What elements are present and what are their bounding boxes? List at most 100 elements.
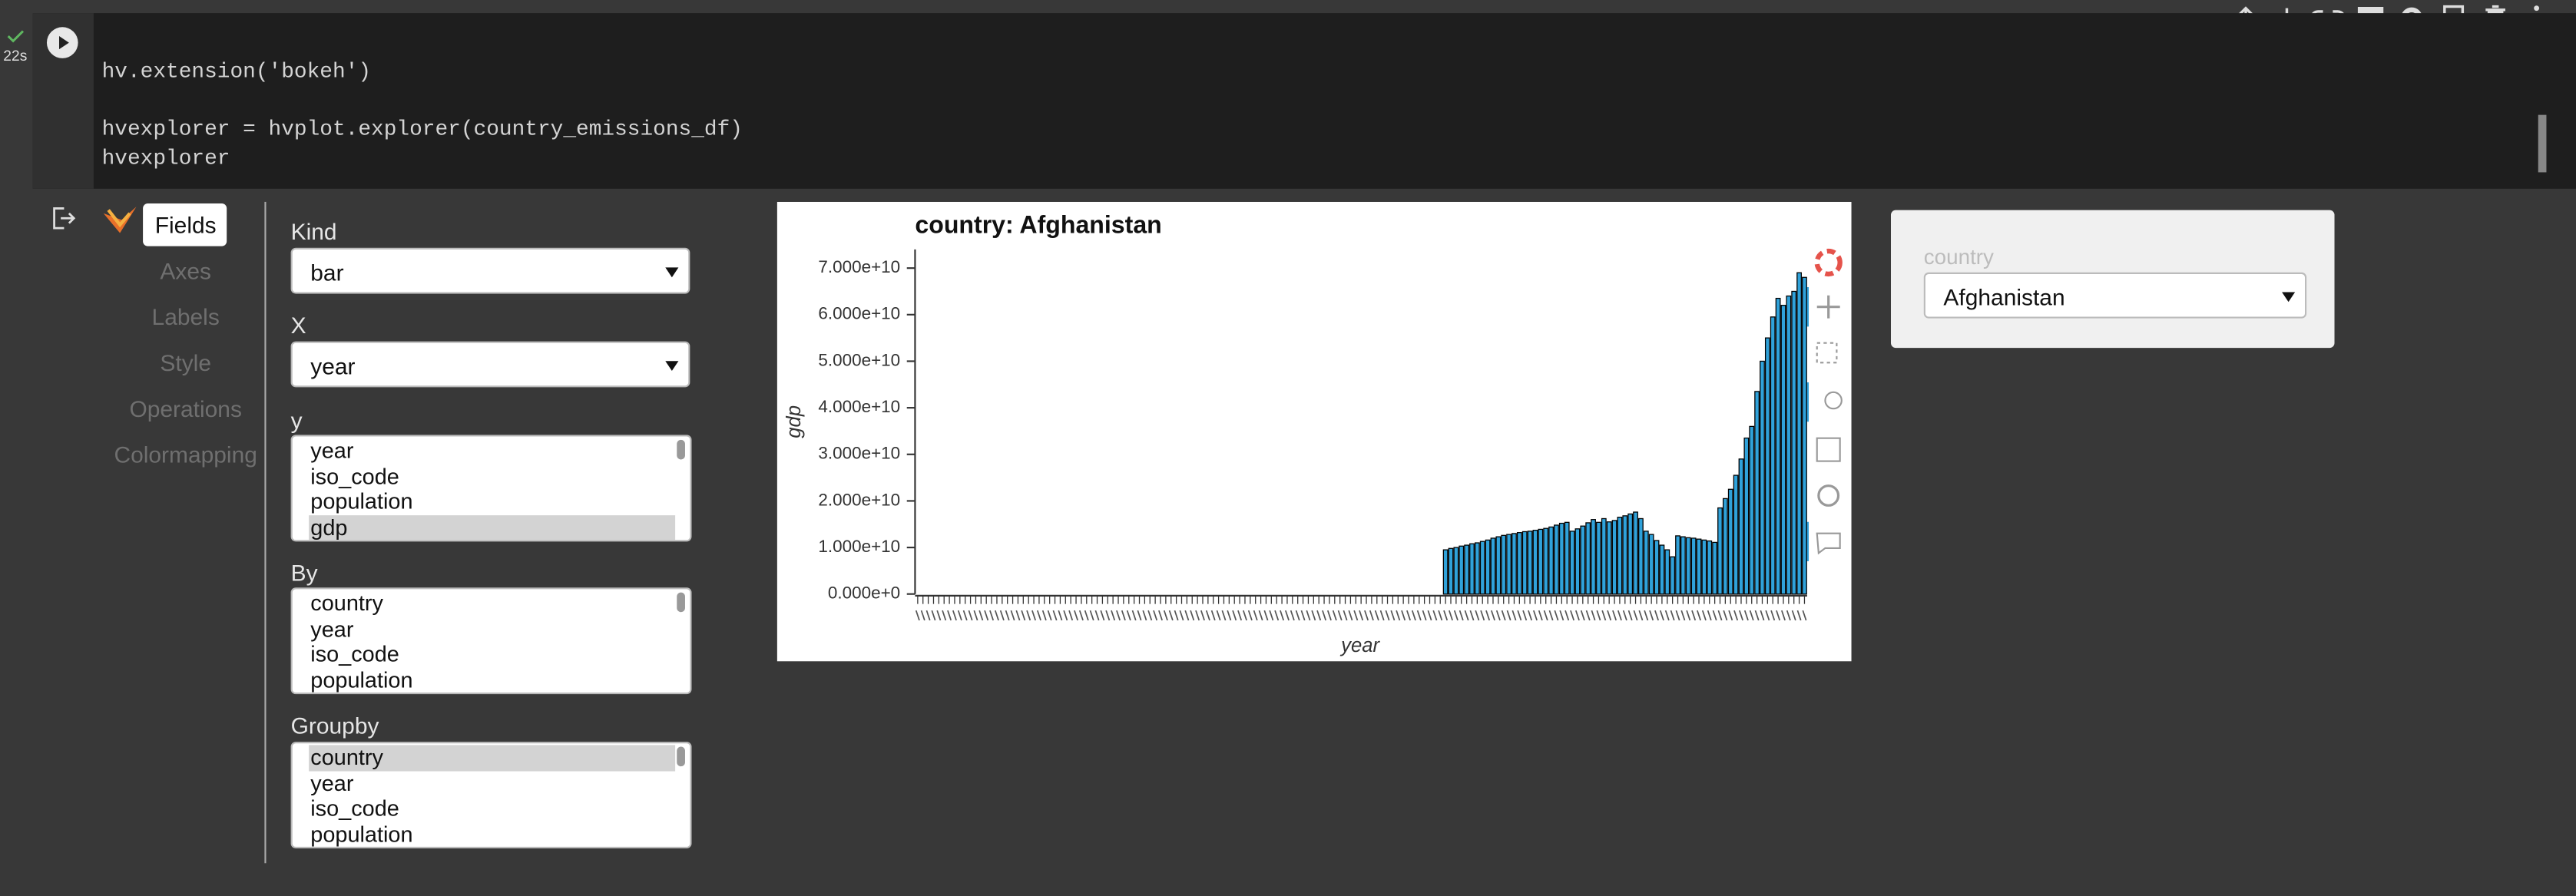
x-tick-clutter [1343, 610, 1348, 621]
bar [1685, 537, 1691, 595]
x-tick-clutter [1786, 610, 1791, 621]
list-option[interactable]: population [310, 822, 413, 848]
tab[interactable]: Axes [160, 257, 211, 284]
tab[interactable]: Operations [129, 395, 242, 422]
x-tick-clutter [1506, 610, 1511, 621]
y-tick-label: 3.000e+10 [818, 444, 900, 463]
x-tick-clutter [1438, 610, 1443, 621]
x-tick-clutter [1670, 610, 1675, 621]
bar [1701, 539, 1707, 595]
list-option[interactable]: iso_code [310, 642, 399, 667]
x-tick-clutter [1739, 610, 1743, 621]
x-tick-clutter [1406, 610, 1411, 621]
bar [1638, 517, 1644, 595]
list-option[interactable]: country [310, 590, 383, 616]
bar [1802, 276, 1807, 595]
list-option[interactable]: population [310, 668, 413, 693]
x-tick-clutter [1126, 610, 1131, 621]
x-tick-clutter [1543, 610, 1548, 621]
code-line: hv.extension('bokeh') [101, 58, 372, 84]
bar [1511, 533, 1517, 595]
list-option[interactable]: population [310, 489, 413, 514]
x-tick-clutter [1047, 610, 1052, 621]
bokeh-logo[interactable] [1814, 248, 1843, 277]
field-label: X [290, 312, 306, 339]
x-tick-clutter [1147, 610, 1153, 621]
save-tool[interactable] [1816, 437, 1841, 462]
tab[interactable]: Style [160, 349, 211, 376]
country-select[interactable]: Afghanistan [1923, 272, 2307, 319]
x-tick-clutter [957, 610, 962, 621]
by-list[interactable]: country year iso_code population [290, 587, 692, 695]
x-tick-clutter [942, 610, 947, 621]
tab[interactable]: Colormapping [114, 441, 257, 468]
y-tick-label: 5.000e+10 [818, 350, 900, 369]
x-tick-clutter [1522, 610, 1528, 621]
pan-tool[interactable] [1816, 295, 1840, 319]
x-tick-clutter [1316, 610, 1322, 621]
x-tick-clutter [1743, 610, 1749, 621]
active-tab[interactable] [143, 203, 227, 246]
wheel-zoom-tool[interactable] [1824, 391, 1843, 410]
x-tick-clutter [1247, 610, 1253, 621]
list-option[interactable]: year [310, 438, 354, 463]
groupby-list[interactable]: country year iso_code population [290, 742, 692, 849]
y-list[interactable]: year iso_code population gdp [290, 435, 692, 542]
bar [1670, 556, 1676, 595]
bar [1464, 544, 1470, 595]
bar [1485, 539, 1491, 595]
x-tick-clutter [978, 610, 984, 621]
run-button[interactable] [46, 26, 79, 59]
x-tick-clutter [999, 610, 1005, 621]
x-tick-clutter [1168, 610, 1174, 621]
list-option[interactable]: iso_code [310, 464, 399, 489]
tab[interactable]: Labels [151, 303, 220, 330]
x-tick-clutter [1058, 610, 1063, 621]
x-tick-clutter [1574, 610, 1580, 621]
reset-tool[interactable] [1817, 484, 1840, 507]
x-tick-clutter [1723, 610, 1728, 621]
x-tick-clutter [1554, 610, 1559, 621]
hover-tool[interactable] [1816, 532, 1841, 555]
x-tick-clutter [1100, 610, 1105, 621]
list-option[interactable]: country [309, 745, 676, 772]
x-tick-clutter [947, 610, 952, 621]
check-icon [7, 30, 25, 43]
x-tick-clutter [1475, 610, 1480, 621]
x-tick-clutter [1290, 610, 1295, 621]
bar [1601, 517, 1607, 595]
x-tick-clutter [1021, 610, 1026, 621]
x-tick-clutter [973, 610, 978, 621]
x-tick-clutter [1374, 610, 1379, 621]
list-option[interactable]: iso_code [310, 796, 399, 822]
x-tick-clutter [1243, 610, 1247, 621]
x-tick-clutter [1601, 610, 1607, 621]
x-tick-clutter [1280, 610, 1285, 621]
bar [1490, 537, 1496, 595]
bar [1580, 525, 1586, 595]
tab[interactable]: Fields [154, 211, 217, 238]
x-tick-clutter [1084, 610, 1089, 621]
x-tick-clutter [936, 610, 942, 621]
x-tick-clutter [931, 610, 936, 621]
x-tick-clutter [1622, 610, 1627, 621]
x-tick-clutter [1300, 610, 1306, 621]
y-tick-label: 2.000e+10 [818, 490, 900, 509]
x-tick-clutter [1548, 610, 1554, 621]
x-select[interactable]: year [290, 341, 690, 388]
list-option[interactable]: year [310, 616, 354, 642]
kind-select[interactable]: bar [290, 247, 690, 294]
x-tick-clutter [1041, 610, 1047, 621]
x-tick-clutter [989, 610, 995, 621]
x-tick-clutter [1253, 610, 1258, 621]
list-option[interactable]: year [310, 770, 354, 795]
x-tick-clutter [1026, 610, 1031, 621]
output-icon[interactable] [51, 205, 77, 231]
list-option[interactable]: gdp [309, 515, 676, 541]
x-tick-clutter [1570, 610, 1575, 621]
x-tick-clutter [962, 610, 968, 621]
bar [1459, 545, 1465, 595]
x-tick-clutter [1559, 610, 1564, 621]
x-tick-clutter [1607, 610, 1612, 621]
